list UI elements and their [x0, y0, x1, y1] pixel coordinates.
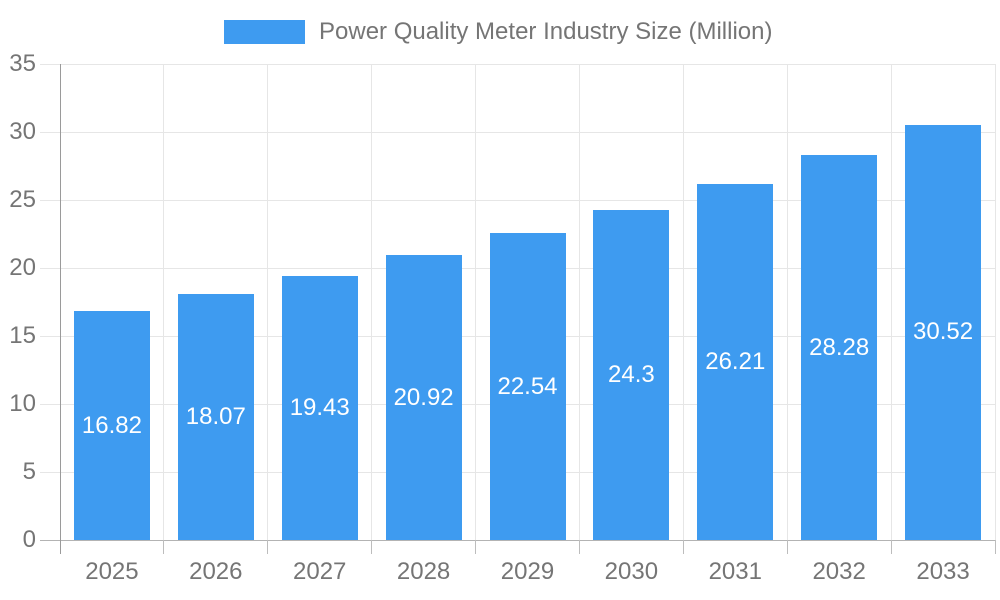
bar-value-label: 16.82	[81, 411, 142, 439]
x-tick-label: 2028	[396, 558, 451, 585]
y-tick-label: 15	[9, 322, 36, 349]
category-gridline	[682, 64, 684, 540]
y-gridline	[40, 131, 995, 133]
x-axis-tick	[267, 540, 269, 554]
bar-value-label: 26.21	[705, 347, 766, 375]
bar-2025[interactable]	[73, 311, 150, 540]
x-tick-label: 2030	[604, 558, 659, 585]
bar-value-label: 22.54	[497, 372, 558, 400]
y-gridline	[40, 199, 995, 201]
y-tick-label: 10	[9, 390, 36, 417]
x-tick-label: 2026	[189, 558, 243, 585]
category-gridline	[371, 64, 373, 540]
x-axis-tick	[994, 540, 996, 554]
x-axis-baseline	[40, 539, 995, 541]
x-tick-label: 2029	[500, 558, 555, 585]
bar-value-label: 24.3	[608, 360, 655, 388]
x-tick-label: 2032	[812, 558, 866, 585]
bar-2027[interactable]	[281, 275, 358, 540]
y-tick-label: 5	[22, 458, 36, 485]
x-axis-tick	[371, 540, 373, 554]
legend-swatch-icon	[224, 20, 305, 44]
x-tick-label: 2033	[916, 558, 970, 585]
x-axis-tick	[475, 540, 477, 554]
x-tick-label: 2031	[708, 558, 762, 585]
legend-series-label: Power Quality Meter Industry Size (Milli…	[319, 18, 773, 45]
bar-value-label: 20.92	[393, 383, 454, 411]
chart-legend[interactable]: Power Quality Meter Industry Size (Milli…	[224, 20, 772, 44]
x-axis-tick	[890, 540, 892, 554]
y-axis-line	[59, 64, 61, 554]
category-gridline	[163, 64, 165, 540]
category-gridline	[890, 64, 892, 540]
x-axis-tick	[682, 540, 684, 554]
x-axis-tick	[786, 540, 788, 554]
y-tick-label: 35	[9, 50, 36, 77]
category-gridline	[267, 64, 269, 540]
category-gridline	[475, 64, 477, 540]
category-gridline	[578, 64, 580, 540]
bar-value-label: 30.52	[913, 318, 974, 346]
y-gridline	[40, 63, 995, 65]
bar-2032[interactable]	[801, 155, 878, 540]
bar-2026[interactable]	[177, 294, 254, 540]
bar-2028[interactable]	[385, 255, 462, 540]
bar-value-label: 19.43	[289, 393, 350, 421]
y-tick-label: 30	[9, 118, 36, 145]
x-axis-tick	[163, 540, 165, 554]
x-tick-label: 2027	[293, 558, 347, 585]
bar-2029[interactable]	[489, 233, 566, 540]
x-tick-label: 2025	[85, 558, 139, 585]
bar-value-label: 28.28	[809, 333, 870, 361]
y-tick-label: 20	[9, 254, 36, 281]
category-gridline	[786, 64, 788, 540]
bar-2033[interactable]	[905, 124, 982, 540]
bar-2031[interactable]	[697, 183, 774, 540]
bar-2030[interactable]	[593, 209, 670, 540]
category-gridline	[994, 64, 996, 540]
x-axis-tick	[578, 540, 580, 554]
y-tick-label: 0	[22, 526, 36, 553]
y-tick-label: 25	[9, 186, 36, 213]
bar-value-label: 18.07	[185, 403, 246, 431]
